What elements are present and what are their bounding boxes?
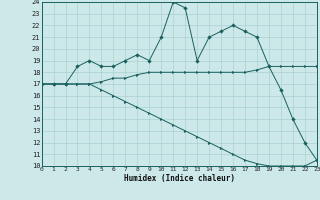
X-axis label: Humidex (Indice chaleur): Humidex (Indice chaleur) xyxy=(124,174,235,183)
